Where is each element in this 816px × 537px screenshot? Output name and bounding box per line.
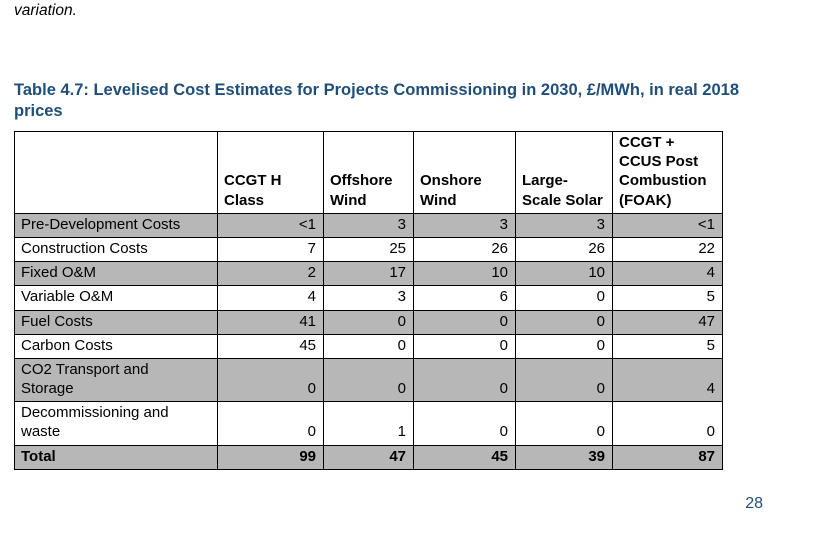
cost-value-cell: 26 <box>413 236 516 263</box>
cost-value-cell: 47 <box>612 309 723 335</box>
table-row: Fuel Costs 41 0 0 0 47 <box>14 309 723 335</box>
cost-value-cell: 25 <box>323 236 414 263</box>
cost-value-cell: 10 <box>413 261 516 287</box>
table-row: Construction Costs 7 25 26 26 22 <box>14 236 723 263</box>
cost-value-cell: 6 <box>413 285 516 311</box>
cost-value-cell: 0 <box>323 357 414 403</box>
row-label: Variable O&M <box>14 285 218 311</box>
cost-value-cell: 45 <box>217 333 324 359</box>
cost-value-cell: 0 <box>413 357 516 403</box>
cost-value-cell: <1 <box>217 212 324 238</box>
row-label: Carbon Costs <box>14 333 218 359</box>
cost-value-cell: 87 <box>612 444 723 470</box>
row-label: CO2 Transport and Storage <box>14 357 218 403</box>
column-header: CCGT + CCUS Post Combustion (FOAK) <box>612 131 723 214</box>
cost-value-cell: 4 <box>217 285 324 311</box>
column-header: Large-Scale Solar <box>515 131 613 214</box>
cost-value-cell: 0 <box>515 333 613 359</box>
row-label: Fuel Costs <box>14 309 218 335</box>
page-number: 28 <box>745 495 763 512</box>
cost-value-cell: 3 <box>323 285 414 311</box>
paragraph-fragment: variation. <box>14 2 77 19</box>
levelised-cost-table: CCGT H Class Offshore Wind Onshore Wind Lar… <box>14 131 723 470</box>
row-label: Pre-Development Costs <box>14 212 218 238</box>
cost-value-cell: 5 <box>612 285 723 311</box>
table-row: Fixed O&M 2 17 10 10 4 <box>14 261 723 287</box>
table-row: Total 99 47 45 39 87 <box>14 444 723 470</box>
table-row: Variable O&M 4 3 6 0 5 <box>14 285 723 311</box>
cost-value-cell: 0 <box>515 285 613 311</box>
row-label: Total <box>14 444 218 470</box>
cost-value-cell: 0 <box>323 309 414 335</box>
cost-value-cell: 41 <box>217 309 324 335</box>
column-header: Onshore Wind <box>413 131 516 214</box>
cost-value-cell: 7 <box>217 236 324 263</box>
cost-value-cell: 0 <box>515 357 613 403</box>
cost-value-cell: 39 <box>515 444 613 470</box>
table-title: Table 4.7: Levelised Cost Estimates for … <box>14 81 740 121</box>
cost-value-cell: 2 <box>217 261 324 287</box>
row-label: Construction Costs <box>14 236 218 263</box>
cost-value-cell: 0 <box>413 309 516 335</box>
table-row: Carbon Costs 45 0 0 0 5 <box>14 333 723 359</box>
cost-value-cell: 10 <box>515 261 613 287</box>
cost-value-cell: 47 <box>323 444 414 470</box>
row-label: Fixed O&M <box>14 261 218 287</box>
cost-value-cell: 22 <box>612 236 723 263</box>
cost-value-cell: 26 <box>515 236 613 263</box>
table-header-row: CCGT H Class Offshore Wind Onshore Wind Lar… <box>14 131 723 214</box>
cost-value-cell: 0 <box>413 333 516 359</box>
table-row: Pre-Development Costs <1 3 3 3 <1 <box>14 212 723 238</box>
cost-value-cell: 0 <box>217 401 324 446</box>
column-header: Offshore Wind <box>323 131 414 214</box>
table-body: Pre-Development Costs <1 3 3 3 <1 Construction… <box>14 212 723 470</box>
cost-value-cell: 3 <box>323 212 414 238</box>
row-label: Decommissioning and waste <box>14 401 218 446</box>
column-header: CCGT H Class <box>217 131 324 214</box>
cost-value-cell: 5 <box>612 333 723 359</box>
corner-cell <box>14 131 218 214</box>
cost-value-cell: 4 <box>612 261 723 287</box>
cost-value-cell: 45 <box>413 444 516 470</box>
cost-value-cell: 3 <box>515 212 613 238</box>
cost-value-cell: 0 <box>515 309 613 335</box>
table-row: Decommissioning and waste 0 1 0 0 0 <box>14 401 723 446</box>
table-row: CO2 Transport and Storage 0 0 0 0 4 <box>14 357 723 403</box>
cost-value-cell: <1 <box>612 212 723 238</box>
cost-value-cell: 0 <box>515 401 613 446</box>
cost-value-cell: 4 <box>612 357 723 403</box>
cost-value-cell: 1 <box>323 401 414 446</box>
cost-value-cell: 0 <box>323 333 414 359</box>
cost-value-cell: 0 <box>612 401 723 446</box>
cost-value-cell: 0 <box>217 357 324 403</box>
cost-value-cell: 17 <box>323 261 414 287</box>
cost-value-cell: 0 <box>413 401 516 446</box>
cost-value-cell: 3 <box>413 212 516 238</box>
cost-value-cell: 99 <box>217 444 324 470</box>
